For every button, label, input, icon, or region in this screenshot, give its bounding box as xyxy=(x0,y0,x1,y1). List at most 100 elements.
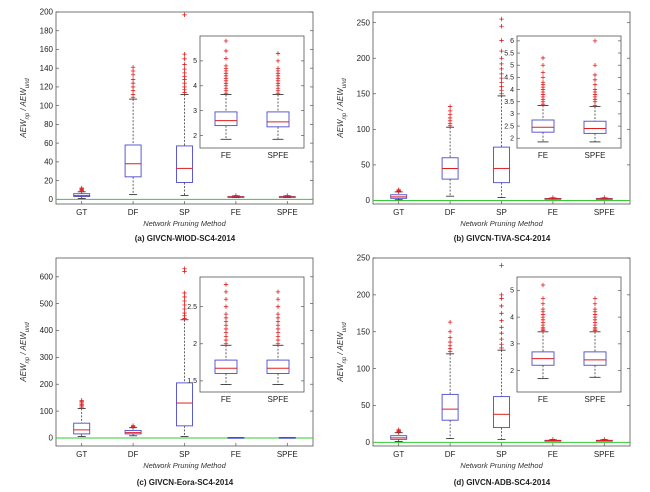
outlier-point xyxy=(130,68,136,74)
inset-x-tick-label: SPFE xyxy=(585,151,606,160)
y-tick-label: 2 xyxy=(510,136,514,143)
y-tick-label: 50 xyxy=(361,161,370,170)
outlier-point xyxy=(182,56,187,62)
box-gt xyxy=(73,185,91,199)
outlier-point xyxy=(499,292,504,298)
outlier-point xyxy=(447,108,453,114)
outlier-point xyxy=(499,325,504,330)
x-tick-label: SP xyxy=(496,450,507,459)
y-tick-label: 250 xyxy=(357,254,371,263)
inset-plot: 2 3 4 5 FE SPFE xyxy=(510,276,622,404)
y-tick-label: 40 xyxy=(44,158,53,167)
y-axis-title-main: AEW xyxy=(336,118,345,139)
outlier-point xyxy=(275,66,281,71)
box-iqr xyxy=(583,351,607,366)
outlier-point xyxy=(592,77,598,83)
x-tick-label: SPFE xyxy=(594,450,615,459)
y-tick-label: 100 xyxy=(357,364,371,373)
y-tick-label: 140 xyxy=(40,64,54,73)
box-df xyxy=(124,423,142,437)
outlier-point xyxy=(499,61,504,67)
y-tick-label: 2.5 xyxy=(187,304,197,311)
outlier-point xyxy=(499,345,504,351)
outlier-point xyxy=(130,84,136,90)
y-tick-label: 80 xyxy=(44,120,53,129)
box-gt xyxy=(390,187,408,201)
box-iqr xyxy=(176,145,193,183)
outlier-point xyxy=(223,282,229,287)
outlier-point xyxy=(182,298,187,304)
y-tick-label: 5 xyxy=(510,63,514,70)
outlier-point xyxy=(275,319,281,324)
outlier-point xyxy=(182,84,187,90)
inset-x-tick-label: FE xyxy=(221,151,231,160)
y-tick-label: 4 xyxy=(510,87,514,94)
outlier-point xyxy=(130,423,136,428)
y-tick-label: 3 xyxy=(510,341,514,348)
box-sp xyxy=(493,16,510,199)
outlier-point xyxy=(592,87,598,92)
outlier-point xyxy=(130,72,136,77)
x-tick-label: GT xyxy=(76,450,87,459)
box-fe xyxy=(531,282,555,380)
outlier-point xyxy=(223,330,229,335)
y-axis-title-mid: / AEW xyxy=(19,331,28,357)
outlier-point xyxy=(182,12,187,18)
y-tick-label: 2.5 xyxy=(504,123,514,130)
outlier-point xyxy=(499,80,504,85)
y-tick-label: 200 xyxy=(40,380,54,389)
y-tick-label: 3.5 xyxy=(504,99,514,106)
y-axis-title-main: AEW xyxy=(19,362,28,383)
x-axis-title: Network Pruning Method xyxy=(143,461,226,470)
outlier-point xyxy=(223,311,229,317)
y-axis-title-mid: / AEW xyxy=(336,87,345,113)
y-tick-label: 250 xyxy=(357,18,371,27)
outlier-point xyxy=(130,80,136,86)
outlier-point xyxy=(592,72,598,78)
box-sp xyxy=(176,266,193,438)
outlier-point xyxy=(592,296,598,301)
outlier-point xyxy=(396,187,401,192)
box-iqr xyxy=(493,396,510,429)
y-axis-title-sub: und xyxy=(25,322,31,333)
panel-caption: (a) GIVCN-WIOD-SC4-2014 xyxy=(135,234,236,243)
outlier-point xyxy=(275,304,281,309)
outlier-point xyxy=(182,306,187,312)
outlier-point xyxy=(223,319,229,324)
outlier-point xyxy=(540,63,546,68)
outlier-point xyxy=(499,303,504,309)
outlier-point xyxy=(223,63,229,69)
x-tick-label: SP xyxy=(496,208,507,217)
outlier-point xyxy=(540,55,546,61)
inset-plot: 2 2.5 3 3.5 4 4.5 5 5.5 6 FE SPFE xyxy=(504,35,622,160)
plot-frame xyxy=(516,276,622,393)
outlier-point xyxy=(499,342,504,347)
y-tick-label: 2 xyxy=(510,368,514,375)
box-iqr xyxy=(214,359,238,374)
box-sp xyxy=(493,263,510,440)
plot-frame xyxy=(516,35,622,149)
outlier-point xyxy=(182,266,187,271)
outlier-point xyxy=(182,310,187,316)
outlier-point xyxy=(540,70,546,75)
outlier-point xyxy=(130,77,136,82)
y-axis-title: AEWnp / AEWund xyxy=(336,322,348,383)
panel-caption: (c) GIVCN-Eora-SC4-2014 xyxy=(137,478,234,487)
outlier-point xyxy=(592,38,598,44)
outlier-point xyxy=(499,84,504,89)
y-tick-label: 4 xyxy=(193,83,197,90)
outlier-point xyxy=(275,334,281,339)
outlier-point xyxy=(592,301,598,306)
box-fe xyxy=(214,282,238,385)
inset-x-tick-label: FE xyxy=(221,395,231,404)
x-tick-label: DF xyxy=(445,450,456,459)
inset-x-tick-label: FE xyxy=(538,395,548,404)
y-tick-label: 4.5 xyxy=(504,75,514,82)
y-tick-label: 600 xyxy=(40,272,54,281)
outlier-point xyxy=(223,289,229,295)
y-tick-label: 3 xyxy=(510,111,514,118)
outlier-point xyxy=(499,16,504,22)
x-tick-label: GT xyxy=(393,450,404,459)
outlier-point xyxy=(499,24,504,29)
